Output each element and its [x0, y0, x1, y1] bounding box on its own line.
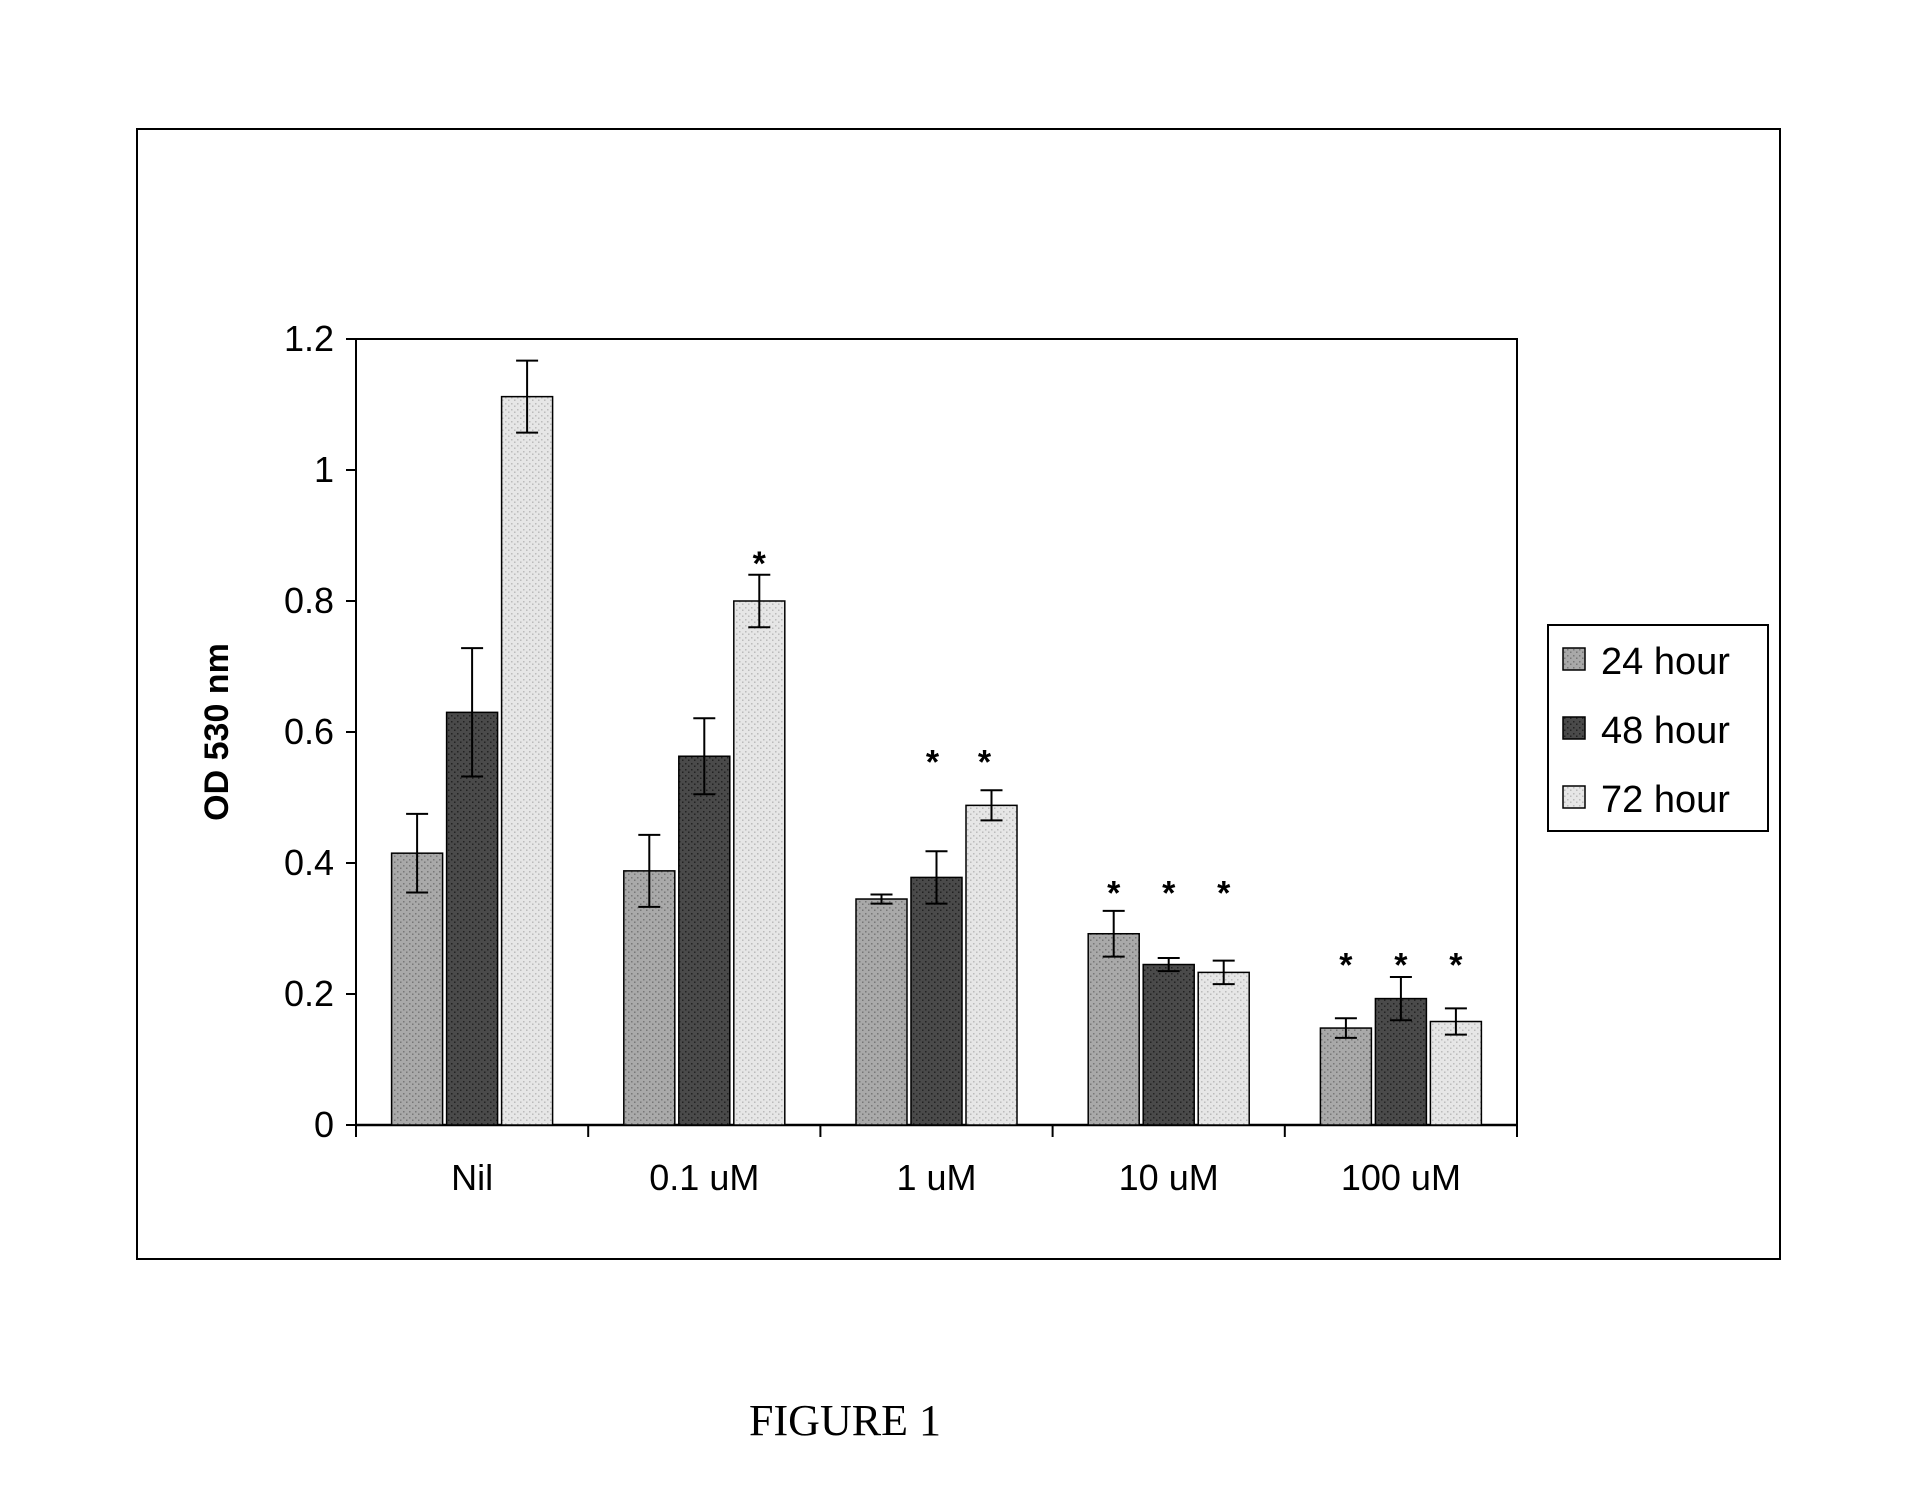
legend-swatch [1563, 648, 1585, 670]
legend-label: 24 hour [1601, 641, 1730, 683]
legend-swatch [1563, 717, 1585, 739]
bar [679, 756, 730, 1125]
y-tick-label: 1.2 [284, 318, 334, 359]
y-tick-label: 0 [314, 1104, 334, 1145]
y-axis: 0 0.2 0.4 0.6 0.8 1 1.2 [284, 318, 356, 1145]
x-axis: Nil 0.1 uM 1 uM 10 uM 100 uM [356, 1125, 1517, 1198]
bar [502, 397, 553, 1125]
significance-star: * [1394, 947, 1408, 985]
bar [1430, 1022, 1481, 1125]
bar [1198, 972, 1249, 1125]
bar [392, 853, 443, 1125]
y-axis-label: OD 530 nm [198, 643, 236, 821]
legend-label: 48 hour [1601, 710, 1730, 752]
y-tick-label: 0.2 [284, 973, 334, 1014]
y-tick-label: 1 [314, 449, 334, 490]
bar [1088, 934, 1139, 1125]
legend-swatch [1563, 786, 1585, 808]
y-tick-label: 0.6 [284, 711, 334, 752]
significance-star: * [978, 744, 992, 782]
bar [624, 871, 675, 1125]
bar [1320, 1028, 1371, 1125]
x-tick-label: 100 uM [1341, 1157, 1461, 1198]
significance-star: * [1107, 875, 1121, 913]
significance-star: * [753, 545, 767, 583]
y-tick-label: 0.8 [284, 580, 334, 621]
figure-caption: FIGURE 1 [749, 1396, 941, 1445]
bar [734, 601, 785, 1125]
legend: 24 hour 48 hour 72 hour [1548, 625, 1768, 831]
significance-star: * [1449, 947, 1463, 985]
legend-label: 72 hour [1601, 779, 1730, 821]
x-tick-label: Nil [451, 1157, 493, 1198]
bar [966, 805, 1017, 1125]
significance-star: * [1217, 875, 1231, 913]
bar [1143, 965, 1194, 1125]
significance-star: * [1162, 875, 1176, 913]
x-tick-label: 0.1 uM [649, 1157, 759, 1198]
bar [911, 877, 962, 1125]
x-tick-label: 10 uM [1119, 1157, 1219, 1198]
y-tick-label: 0.4 [284, 842, 334, 883]
x-tick-label: 1 uM [896, 1157, 976, 1198]
significance-star: * [1339, 947, 1353, 985]
significance-star: * [926, 744, 940, 782]
bar [856, 899, 907, 1125]
